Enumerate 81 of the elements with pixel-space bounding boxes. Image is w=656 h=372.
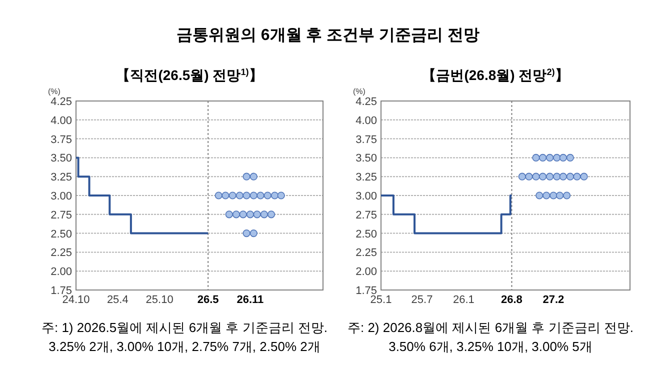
- y-tick-label: 2.00: [50, 266, 72, 278]
- point: [242, 230, 250, 238]
- y-tick-label: 4.25: [50, 96, 72, 108]
- y-tick-label: 2.00: [356, 266, 377, 278]
- x-tick-label: 25.7: [411, 294, 433, 306]
- point: [573, 172, 581, 180]
- x-tick-label: 26.8: [501, 294, 522, 306]
- y-tick-label: 2.50: [356, 228, 377, 240]
- y-tick-label: 2.75: [356, 209, 377, 222]
- x-tick-label: 25.4: [106, 294, 128, 306]
- point: [214, 192, 222, 200]
- point: [532, 154, 540, 162]
- point: [542, 192, 550, 200]
- point: [222, 192, 230, 200]
- point: [253, 210, 261, 218]
- point: [538, 154, 547, 162]
- point: [518, 172, 526, 180]
- y-tick-label: 2.25: [356, 247, 377, 260]
- y-tick-label: 3.00: [356, 190, 377, 202]
- point: [553, 154, 561, 162]
- y-tick-label: 4.25: [356, 96, 377, 108]
- x-tick-label: 26.1: [452, 294, 474, 306]
- point: [250, 192, 258, 200]
- point: [556, 192, 564, 200]
- point: [250, 230, 258, 238]
- x-tick-label: 25.1: [370, 294, 392, 306]
- point: [239, 210, 247, 218]
- x-tick-label: 25.10: [146, 294, 174, 306]
- point: [566, 172, 574, 180]
- y-tick-label: 2.25: [50, 247, 72, 260]
- y-tick-label: 4.00: [356, 114, 377, 127]
- y-tick-label: 1.75: [50, 285, 72, 297]
- point: [580, 172, 588, 180]
- y-tick-label: 2.50: [50, 228, 72, 240]
- x-tick-label: 26.11: [236, 294, 264, 306]
- x-tick-label: 26.5: [197, 294, 219, 306]
- chart-title: 금통위원의 6개월 후 조건부 기준금리 전망: [176, 27, 480, 44]
- point: [550, 192, 558, 200]
- point: [250, 172, 258, 180]
- point: [225, 210, 233, 218]
- point: [246, 210, 254, 218]
- point: [538, 172, 547, 180]
- x-tick-label: 27.2: [542, 294, 564, 306]
- y-tick-label: 3.50: [50, 152, 72, 165]
- y-axis-title: (%): [48, 87, 61, 96]
- y-tick-label: 3.75: [50, 134, 72, 146]
- y-tick-label: 3.25: [50, 172, 72, 184]
- point: [559, 154, 567, 162]
- point: [536, 192, 544, 200]
- point: [242, 192, 250, 200]
- text: 주: 1) 2026.5월에 제시된 6개월 후 기준금리 전망. 3.25% 2개, 3.00% 10개, 2.75% 7개, 2.50% 2개: [41, 320, 328, 354]
- point: [525, 172, 533, 180]
- text: 주: 2) 2026.8월에 제시된 6개월 후 기준금리 전망. 3.50% 6개, 3.25% 10개, 3.00% 5개: [347, 320, 634, 354]
- point: [267, 210, 276, 218]
- y-tick-label: 1.75: [356, 285, 377, 297]
- point: [566, 154, 574, 162]
- chart-subtitle: 【직전(26.5월) 전망$^{1)}$】: [116, 67, 263, 83]
- point: [277, 192, 285, 200]
- point: [532, 172, 540, 180]
- y-axis-title: (%): [353, 87, 366, 96]
- point: [232, 210, 240, 218]
- point: [260, 210, 268, 218]
- point: [546, 154, 554, 162]
- point: [228, 192, 236, 200]
- chart-subtitle: 【금번(26.8월) 전망$^{2)}$】: [422, 67, 569, 83]
- point: [559, 172, 567, 180]
- point: [270, 192, 278, 200]
- y-tick-label: 3.00: [50, 190, 72, 202]
- y-tick-label: 3.50: [356, 152, 377, 165]
- point: [562, 192, 571, 200]
- y-tick-label: 2.75: [50, 209, 72, 222]
- x-tick-label: 24.10: [62, 294, 90, 306]
- y-tick-label: 4.00: [50, 114, 72, 127]
- point: [546, 172, 554, 180]
- point: [264, 192, 272, 200]
- point: [236, 192, 244, 200]
- y-tick-label: 3.75: [356, 134, 377, 146]
- point: [256, 192, 264, 200]
- point: [242, 172, 250, 180]
- y-tick-label: 3.25: [356, 172, 377, 184]
- point: [553, 172, 561, 180]
